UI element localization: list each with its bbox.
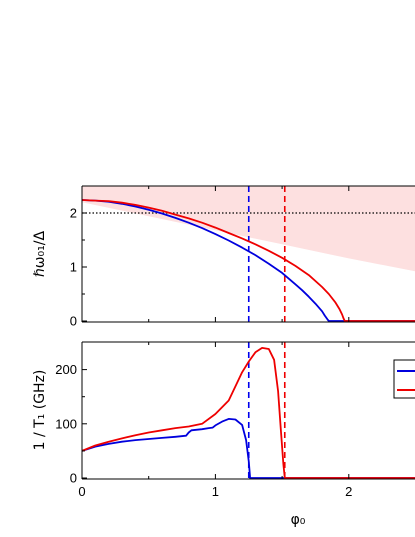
top-blue-series-line bbox=[82, 199, 415, 322]
x-axis-label: φ₀ bbox=[291, 512, 306, 528]
bottom-x-tick-label: 2 bbox=[345, 484, 352, 499]
top-y-tick-label: 1 bbox=[70, 260, 77, 275]
bottom-y-tick-label: 0 bbox=[70, 471, 77, 486]
bottom-blue-series-line bbox=[82, 418, 415, 479]
legend-box bbox=[393, 359, 415, 399]
top-red-series-line bbox=[82, 199, 415, 322]
top-panel: 0 1 2 ℏω₀₁/Δ bbox=[32, 185, 415, 329]
top-y-tick-label: 2 bbox=[70, 206, 77, 221]
bottom-y-tick-label: 200 bbox=[55, 362, 77, 377]
bottom-x-tick-label: 0 bbox=[78, 484, 85, 499]
bottom-axes: 0 100 200 0 1 2 bbox=[55, 341, 415, 499]
bottom-red-series-line bbox=[82, 347, 415, 479]
bottom-y-tick-label: 100 bbox=[55, 416, 77, 431]
legend bbox=[393, 359, 415, 399]
bottom-panel: 0 100 200 0 1 2 1 / T₁ (GHz) φ₀ bbox=[32, 341, 415, 528]
bottom-x-tick-label: 1 bbox=[212, 484, 219, 499]
top-y-tick-label: 0 bbox=[70, 314, 77, 329]
bottom-y-axis-label: 1 / T₁ (GHz) bbox=[32, 370, 48, 451]
top-axes: 0 1 2 bbox=[70, 185, 415, 329]
top-y-axis-label: ℏω₀₁/Δ bbox=[32, 231, 48, 278]
